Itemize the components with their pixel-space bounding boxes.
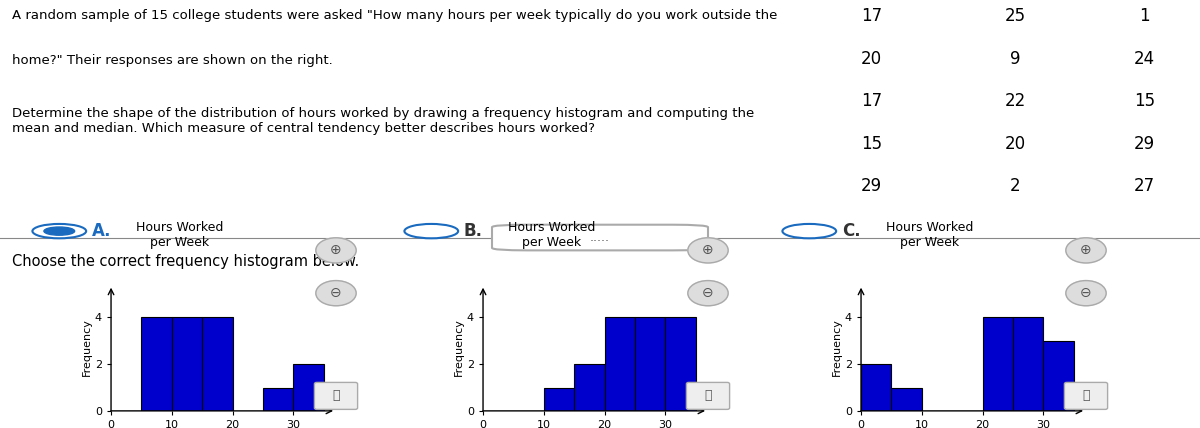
Bar: [605, 318, 635, 411]
Text: 24: 24: [1134, 50, 1156, 68]
Circle shape: [316, 238, 356, 263]
Text: ⊖: ⊖: [702, 286, 714, 300]
Text: 29: 29: [1134, 134, 1156, 153]
Text: 20: 20: [1004, 134, 1026, 153]
Text: A random sample of 15 college students were asked "How many hours per week typic: A random sample of 15 college students w…: [12, 9, 778, 21]
Text: 2: 2: [1010, 177, 1020, 195]
Circle shape: [688, 281, 728, 306]
Text: .....: .....: [590, 231, 610, 244]
Text: C.: C.: [842, 222, 860, 240]
Bar: [666, 318, 696, 411]
Text: 17: 17: [860, 92, 882, 110]
Circle shape: [1066, 238, 1106, 263]
FancyBboxPatch shape: [686, 383, 730, 409]
Text: Determine the shape of the distribution of hours worked by drawing a frequency h: Determine the shape of the distribution …: [12, 107, 755, 135]
Text: Choose the correct frequency histogram below.: Choose the correct frequency histogram b…: [12, 253, 359, 269]
Text: 9: 9: [1010, 50, 1020, 68]
Text: ⊕: ⊕: [330, 244, 342, 257]
Text: 25: 25: [1004, 7, 1026, 26]
Y-axis label: Frequency: Frequency: [454, 318, 464, 376]
Circle shape: [44, 227, 74, 235]
Y-axis label: Frequency: Frequency: [832, 318, 842, 376]
Bar: [892, 387, 922, 411]
Text: ⧉: ⧉: [704, 389, 712, 402]
Circle shape: [688, 238, 728, 263]
Text: 22: 22: [1004, 92, 1026, 110]
Text: A.: A.: [92, 222, 112, 240]
Bar: [635, 318, 666, 411]
Text: 15: 15: [860, 134, 882, 153]
Bar: [862, 364, 892, 411]
Text: 15: 15: [1134, 92, 1156, 110]
FancyBboxPatch shape: [1064, 383, 1108, 409]
Circle shape: [1066, 281, 1106, 306]
Text: ⊖: ⊖: [330, 286, 342, 300]
Text: ⧉: ⧉: [332, 389, 340, 402]
FancyBboxPatch shape: [314, 383, 358, 409]
Bar: [203, 318, 233, 411]
Text: 29: 29: [860, 177, 882, 195]
Bar: [1044, 341, 1074, 411]
Text: B.: B.: [464, 222, 482, 240]
Text: Hours Worked
per Week: Hours Worked per Week: [137, 221, 223, 250]
Text: 20: 20: [860, 50, 882, 68]
Text: 27: 27: [1134, 177, 1156, 195]
Bar: [172, 318, 203, 411]
Bar: [575, 364, 605, 411]
Text: ⊕: ⊕: [1080, 244, 1092, 257]
Text: Hours Worked
per Week: Hours Worked per Week: [509, 221, 595, 250]
Bar: [1013, 318, 1044, 411]
Bar: [263, 387, 294, 411]
Bar: [983, 318, 1013, 411]
Text: home?" Their responses are shown on the right.: home?" Their responses are shown on the …: [12, 54, 332, 67]
Circle shape: [316, 281, 356, 306]
Bar: [544, 387, 575, 411]
Text: ⧉: ⧉: [1082, 389, 1090, 402]
Text: 17: 17: [860, 7, 882, 26]
Text: Hours Worked
per Week: Hours Worked per Week: [887, 221, 973, 250]
FancyBboxPatch shape: [492, 225, 708, 250]
Y-axis label: Frequency: Frequency: [82, 318, 92, 376]
Text: 1: 1: [1140, 7, 1150, 26]
Bar: [142, 318, 172, 411]
Text: ⊕: ⊕: [702, 244, 714, 257]
Text: ⊖: ⊖: [1080, 286, 1092, 300]
Bar: [294, 364, 324, 411]
